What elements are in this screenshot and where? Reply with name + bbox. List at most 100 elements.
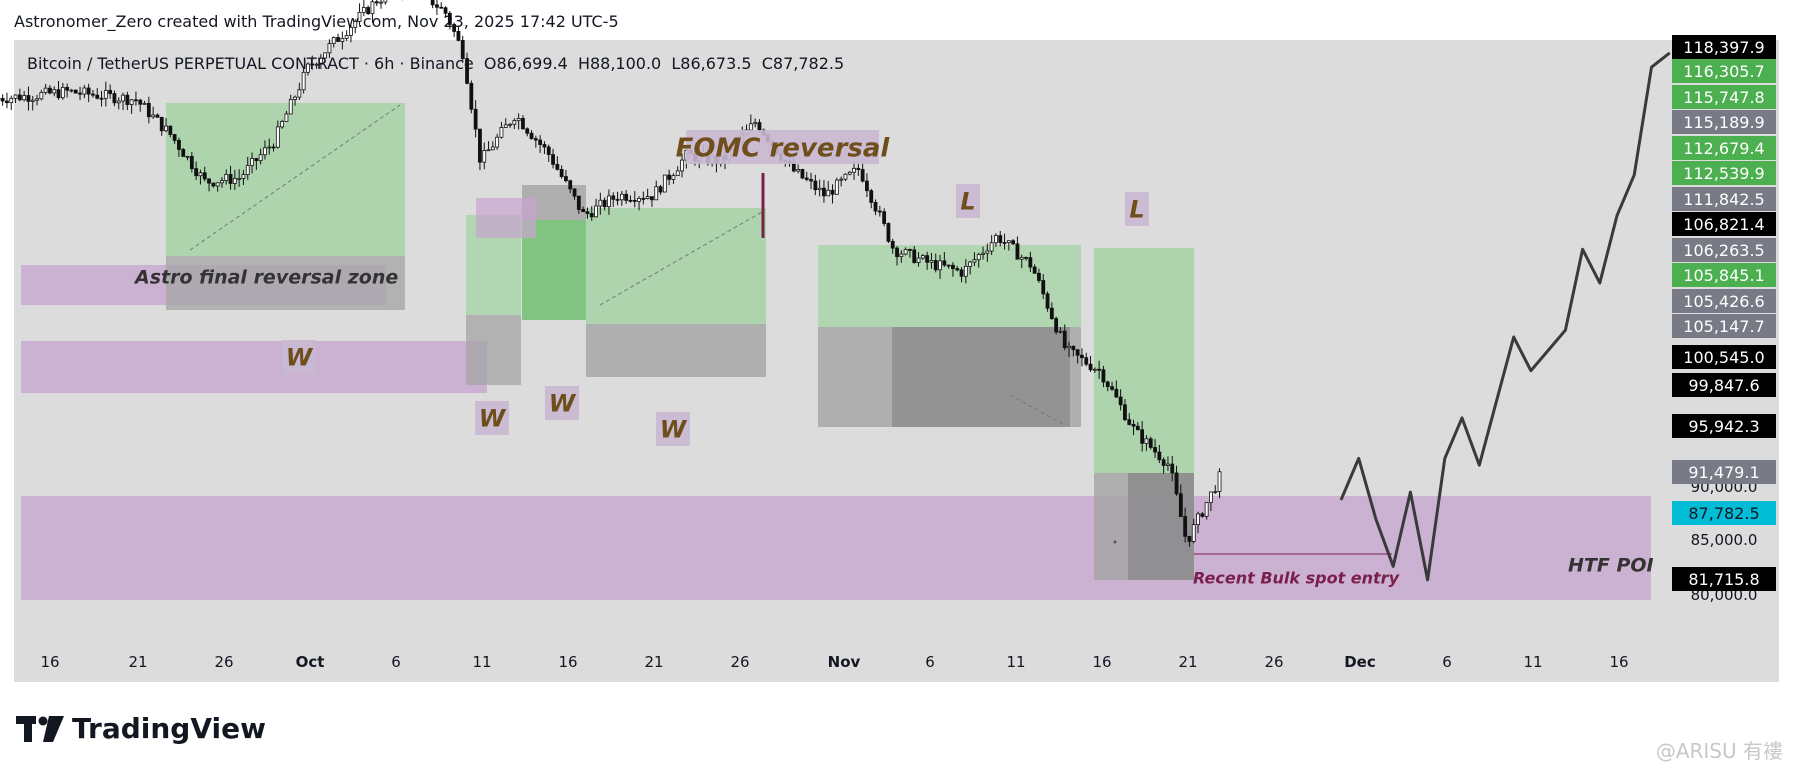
candle-body — [35, 98, 39, 101]
candle-body — [202, 172, 207, 180]
label-astro-zone: Astro final reversal zone — [133, 266, 398, 288]
candle-body — [619, 193, 624, 201]
candle-body — [809, 179, 813, 182]
candle-body — [671, 175, 676, 180]
candle-body — [1135, 425, 1140, 431]
purple-zone-w — [21, 341, 487, 393]
x-tick-label: 6 — [1442, 653, 1452, 671]
candle-body — [211, 182, 216, 187]
candle-body — [525, 128, 530, 134]
candle-body — [529, 132, 534, 140]
candle-body — [568, 180, 573, 190]
candle-body — [1200, 513, 1205, 517]
candle-body — [443, 7, 448, 14]
candle-body — [546, 146, 551, 155]
price-label-box — [1672, 345, 1776, 369]
candle-body — [628, 199, 633, 202]
candle-body — [667, 174, 672, 180]
candle-body — [1024, 257, 1028, 259]
candle-body — [366, 7, 371, 15]
candle-body — [675, 170, 680, 177]
candle-body — [168, 125, 173, 135]
candle-body — [1080, 354, 1084, 359]
candle-body — [361, 7, 366, 13]
price-label: 112,679.4 — [1683, 139, 1764, 158]
candle-body — [129, 99, 134, 105]
candle-body — [796, 169, 801, 172]
candle-body — [813, 180, 818, 191]
x-tick-label: 6 — [391, 653, 401, 671]
candle-body — [52, 89, 57, 94]
price-label: 91,479.1 — [1688, 463, 1759, 482]
candle-body — [856, 167, 861, 170]
price-label: 106,821.4 — [1683, 215, 1764, 234]
candle-body — [572, 188, 577, 197]
x-tick-label: 26 — [730, 653, 749, 671]
candle-body — [379, 1, 383, 4]
candle-body — [30, 99, 35, 102]
candle-body — [1037, 272, 1041, 281]
candle-body — [465, 58, 469, 84]
candle-body — [1148, 438, 1153, 448]
candle-body — [159, 116, 164, 132]
candle-body — [134, 99, 138, 102]
candle-body — [245, 165, 250, 176]
candle-body — [998, 235, 1003, 243]
candle-body — [555, 163, 560, 170]
candle-body — [172, 134, 177, 141]
candle-body — [615, 198, 620, 201]
candle-body — [951, 264, 955, 270]
price-label-box — [1672, 85, 1776, 109]
tradingview-logo-icon — [16, 715, 64, 742]
candle-body — [353, 20, 358, 28]
candle-body — [847, 171, 852, 175]
candle-body — [1178, 493, 1183, 517]
candle-body — [1140, 429, 1145, 444]
candle-body — [327, 43, 332, 54]
candle-body — [370, 1, 375, 15]
candle-body — [1209, 491, 1213, 504]
tradingview-logo[interactable]: TradingView — [16, 712, 266, 745]
candle-body — [189, 156, 194, 170]
candle-body — [607, 195, 611, 208]
candle-body — [318, 57, 323, 65]
candle-body — [890, 240, 895, 249]
candle-body — [116, 100, 121, 104]
candle-body — [1191, 524, 1196, 542]
candle-body — [314, 63, 319, 66]
candle-body — [658, 186, 663, 193]
candle-body — [82, 87, 87, 95]
candle-body — [310, 63, 315, 66]
candle-body — [435, 4, 439, 8]
candle-body — [1114, 388, 1119, 398]
overlay-layer — [189, 104, 1392, 555]
candle-body — [108, 89, 113, 94]
label-w-bg — [656, 412, 690, 446]
candle-body — [26, 95, 31, 102]
candle-body — [942, 260, 947, 266]
candle-body — [757, 122, 762, 131]
candle-body — [1196, 513, 1200, 526]
candle-body — [1071, 345, 1076, 351]
candle-body — [207, 178, 211, 184]
candle-body — [963, 265, 968, 277]
candle-body — [39, 92, 44, 100]
x-tick-label: 26 — [1264, 653, 1283, 671]
trend-guide-nov — [1009, 394, 1066, 426]
label-l-bg — [956, 184, 980, 218]
candle-body — [383, 0, 388, 3]
zone-layer — [21, 103, 1651, 600]
candle-body — [155, 114, 160, 118]
candle-body — [237, 177, 242, 180]
candle-body — [753, 122, 758, 125]
symbol-info: Bitcoin / TetherUS PERPETUAL CONTRACT · … — [27, 54, 844, 73]
candle-body — [959, 269, 964, 277]
candle-body — [331, 37, 336, 45]
candle-body — [1058, 330, 1063, 333]
candle-body — [125, 94, 130, 105]
price-label-box — [1672, 414, 1776, 438]
candle-body — [112, 93, 117, 104]
candle-body — [637, 198, 641, 202]
candle-body — [374, 1, 379, 4]
